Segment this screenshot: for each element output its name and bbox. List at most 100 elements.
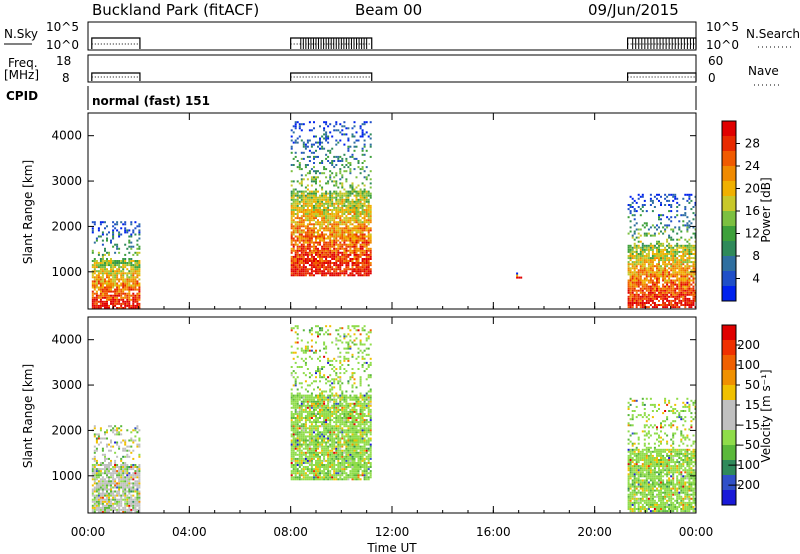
- data-cell: [95, 459, 98, 462]
- data-cell: [128, 468, 131, 471]
- data-cell: [313, 204, 315, 207]
- data-cell: [331, 211, 334, 213]
- data-cell: [292, 219, 295, 222]
- data-cell: [292, 376, 295, 379]
- data-cell: [134, 233, 137, 236]
- data-cell: [670, 228, 673, 231]
- data-cell: [294, 200, 297, 203]
- data-cell: [365, 268, 368, 271]
- data-cell: [290, 400, 293, 403]
- data-cell: [112, 221, 115, 224]
- data-cell: [306, 400, 309, 403]
- data-cell: [651, 210, 654, 213]
- station-title: Buckland Park (fitACF): [92, 1, 259, 19]
- data-cell: [684, 277, 687, 280]
- data-cell: [296, 468, 299, 471]
- data-cell: [101, 478, 104, 481]
- data-cell: [294, 459, 297, 462]
- data-cell: [674, 226, 677, 229]
- data-cell: [676, 291, 679, 294]
- data-cell: [353, 206, 356, 209]
- data-cell: [329, 241, 332, 244]
- data-cell: [118, 284, 121, 287]
- data-cell: [106, 443, 108, 446]
- data-cell: [631, 206, 634, 208]
- data-cell: [672, 291, 675, 294]
- data-cell: [651, 255, 654, 257]
- data-cell: [298, 410, 301, 413]
- data-cell: [682, 255, 685, 257]
- data-cell: [321, 425, 324, 428]
- data-cell: [308, 396, 311, 399]
- data-cell: [122, 498, 125, 501]
- data-cell: [633, 302, 636, 304]
- data-cell: [627, 250, 630, 253]
- data-cell: [308, 439, 311, 442]
- data-cell: [643, 293, 646, 296]
- data-cell: [132, 468, 135, 471]
- data-cell: [308, 441, 311, 444]
- data-cell: [341, 204, 344, 207]
- data-cell: [674, 250, 677, 253]
- data-cell: [649, 275, 652, 278]
- data-cell: [298, 431, 301, 434]
- data-cell: [292, 433, 295, 436]
- data-cell: [310, 168, 313, 171]
- data-cell: [300, 168, 303, 171]
- data-cell: [134, 260, 137, 262]
- data-cell: [292, 384, 295, 387]
- data-cell: [347, 190, 350, 193]
- data-cell: [658, 293, 660, 296]
- data-cell: [682, 281, 685, 284]
- data-cell: [310, 217, 313, 220]
- data-cell: [104, 468, 106, 471]
- data-cell: [300, 206, 303, 209]
- data-cell: [690, 253, 693, 255]
- data-cell: [672, 299, 675, 302]
- data-cell: [304, 374, 307, 377]
- data-cell: [653, 206, 656, 208]
- data-cell: [304, 196, 307, 199]
- data-cell: [110, 480, 112, 483]
- data-cell: [296, 225, 299, 228]
- data-cell: [310, 229, 313, 232]
- data-cell: [369, 194, 372, 197]
- data-cell: [666, 199, 669, 202]
- data-cell: [345, 194, 348, 197]
- data-cell: [631, 297, 634, 300]
- data-cell: [317, 213, 319, 215]
- data-cell: [110, 262, 112, 264]
- data-cell: [682, 293, 685, 296]
- data-cell: [666, 269, 669, 272]
- data-cell: [668, 279, 671, 282]
- data-cell: [126, 474, 129, 477]
- data-cell: [118, 272, 121, 275]
- data-cell: [315, 213, 317, 215]
- data-cell: [341, 194, 344, 197]
- data-cell: [321, 421, 324, 424]
- data-cell: [339, 268, 342, 271]
- data-cell: [653, 232, 656, 235]
- data-cell: [676, 246, 679, 249]
- data-cell: [682, 277, 685, 280]
- data-cell: [323, 476, 326, 479]
- data-cell: [367, 215, 370, 218]
- data-cell: [104, 300, 106, 303]
- data-cell: [296, 470, 299, 473]
- data-cell: [93, 282, 96, 285]
- data-cell: [321, 196, 324, 199]
- data-cell: [308, 253, 311, 256]
- data-cell: [118, 445, 121, 448]
- data-cell: [99, 296, 102, 299]
- data-cell: [290, 209, 293, 211]
- data-cell: [114, 486, 117, 489]
- data-cell: [323, 260, 326, 262]
- data-cell: [682, 299, 685, 302]
- data-cell: [114, 506, 117, 509]
- data-cell: [627, 306, 630, 309]
- data-cell: [319, 202, 321, 205]
- data-cell: [300, 196, 303, 199]
- data-cell: [359, 198, 362, 201]
- data-cell: [315, 470, 317, 473]
- data-cell: [118, 307, 121, 309]
